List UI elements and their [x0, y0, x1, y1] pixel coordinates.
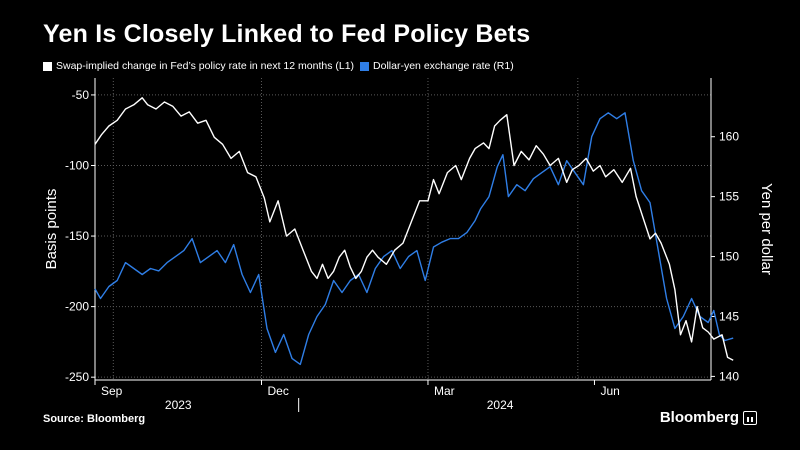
x-tick-label-3: Jun: [600, 384, 619, 398]
brand-logo: Bloomberg: [660, 409, 757, 426]
series-line-dollar-yen: [94, 112, 734, 366]
left-tick-label-4: -250: [65, 370, 89, 384]
chart-title: Yen Is Closely Linked to Fed Policy Bets: [43, 20, 531, 48]
legend-item-dollar-yen: Dollar-yen exchange rate (R1): [360, 60, 514, 72]
x-tick-label-0: Sep: [101, 384, 123, 398]
right-axis-title: Yen per dollar: [758, 183, 775, 275]
legend-swatch-dollar-yen: [360, 61, 370, 71]
brand-badge-icon: [743, 410, 757, 425]
x-tick-label-2: Mar: [434, 384, 455, 398]
right-tick-label-0: 160: [719, 130, 739, 144]
right-tick-label-2: 150: [719, 250, 739, 264]
series-line-fed-rate: [94, 97, 734, 361]
legend-label-dollar-yen: Dollar-yen exchange rate (R1): [373, 60, 514, 72]
left-axis-title: Basis points: [43, 189, 60, 270]
year-label-2024: 2024: [487, 398, 514, 412]
year-label-2023: 2023: [165, 398, 192, 412]
left-tick-label-0: -50: [72, 88, 90, 102]
legend: Swap-implied change in Fed’s policy rate…: [43, 59, 520, 73]
x-tick-label-1: Dec: [267, 384, 288, 398]
right-tick-label-3: 145: [719, 309, 739, 323]
source-note: Source: Bloomberg: [43, 413, 146, 425]
left-tick-label-3: -200: [65, 300, 89, 314]
left-tick-label-2: -150: [65, 229, 89, 243]
legend-label-fed-rate: Swap-implied change in Fed’s policy rate…: [56, 60, 355, 72]
right-tick-label-1: 155: [719, 190, 739, 204]
right-tick-label-4: 140: [719, 369, 739, 383]
brand-name: Bloomberg: [659, 409, 739, 426]
legend-swatch-fed-rate: [43, 61, 52, 71]
left-tick-label-1: -100: [65, 158, 89, 172]
legend-item-fed-rate: Swap-implied change in Fed’s policy rate…: [43, 60, 354, 72]
